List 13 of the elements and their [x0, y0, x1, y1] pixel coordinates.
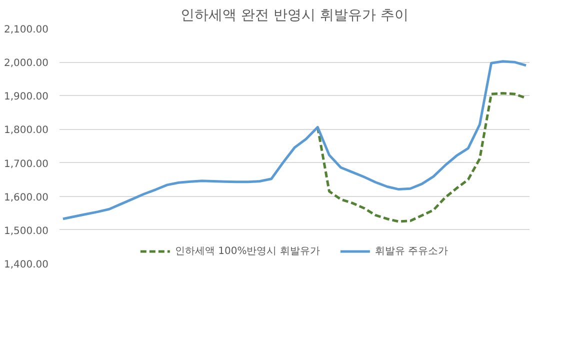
legend-label: 휘발유 주유소가 — [374, 245, 448, 258]
legend-label: 인하세액 100%반영시 휘발유가 — [174, 245, 320, 258]
y-tick-label: 1,600.00 — [4, 192, 48, 204]
y-tick-label: 2,000.00 — [4, 58, 48, 70]
line-series — [316, 92, 528, 223]
y-tick-label: 2,100.00 — [4, 24, 48, 36]
line-series — [62, 60, 528, 220]
y-tick-label: 1,500.00 — [4, 226, 48, 237]
chart-title: 인하세액 완전 반영시 휘발유가 추이 — [180, 8, 408, 24]
y-tick-label: 1,700.00 — [4, 158, 48, 170]
y-tick-label: 1,800.00 — [4, 125, 48, 136]
y-tick-label: 1,400.00 — [4, 260, 48, 270]
y-tick-label: 1,900.00 — [4, 92, 48, 103]
